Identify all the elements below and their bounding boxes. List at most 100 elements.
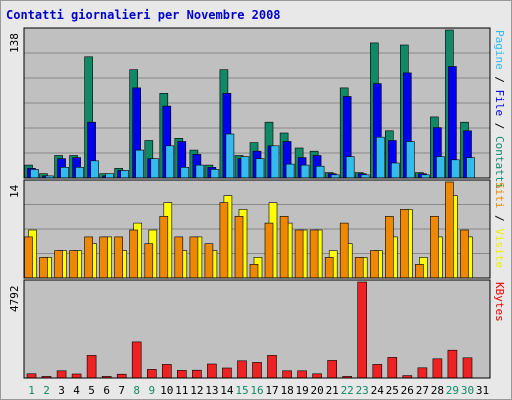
bar-pagine-day-10 [165, 145, 175, 179]
bar-siti-day-21 [324, 257, 334, 279]
bar-kbytes-day-24 [372, 364, 383, 379]
bar-pagine-day-1 [30, 169, 39, 179]
legend-text: Siti [493, 182, 506, 209]
bar-siti-day-6 [99, 236, 108, 279]
x-tick-label-day-31: 31 [476, 384, 489, 397]
bar-siti-day-10 [159, 216, 169, 279]
series-legend: Pagine / File / Contatti [493, 30, 506, 189]
bar-pagine-day-14 [225, 133, 235, 179]
bar-kbytes-day-14 [222, 367, 232, 379]
x-tick-label-day-26: 26 [401, 384, 414, 397]
bar-siti-day-28 [430, 216, 439, 279]
bar-siti-day-23 [354, 257, 364, 279]
x-tick-label-day-16: 16 [250, 384, 263, 397]
bar-siti-day-5 [84, 236, 93, 279]
x-tick-label-day-23: 23 [356, 384, 369, 397]
bar-pagine-day-4 [75, 167, 84, 179]
bar-pagine-day-29 [451, 159, 460, 179]
bar-kbytes-day-20 [312, 373, 322, 379]
bar-siti-day-9 [144, 243, 154, 279]
bar-siti-day-20 [309, 229, 319, 279]
legend-text: Pagine [493, 30, 506, 70]
x-tick-label-day-9: 9 [148, 384, 155, 397]
bar-kbytes-day-23 [357, 281, 368, 379]
bar-kbytes-day-19 [297, 370, 307, 379]
x-tick-label-day-29: 29 [446, 384, 459, 397]
legend-text: / [493, 208, 506, 229]
bar-siti-day-19 [294, 229, 304, 279]
x-tick-label-day-21: 21 [326, 384, 339, 397]
bar-siti-day-27 [415, 263, 424, 279]
x-tick-label-day-3: 3 [58, 384, 65, 397]
x-tick-label-day-8: 8 [133, 384, 140, 397]
legend-text: / [493, 116, 506, 136]
bar-siti-day-15 [234, 216, 244, 279]
bar-pagine-day-19 [300, 164, 310, 179]
bar-pagine-day-12 [195, 164, 205, 179]
bar-siti-day-14 [219, 202, 229, 279]
x-tick-label-day-12: 12 [190, 384, 203, 397]
x-tick-label-day-19: 19 [295, 384, 308, 397]
bar-kbytes-day-16 [252, 362, 262, 379]
bar-siti-day-30 [460, 229, 469, 279]
bar-kbytes-day-4 [71, 373, 82, 379]
x-tick-label-day-25: 25 [386, 384, 399, 397]
bar-siti-day-11 [174, 236, 184, 279]
bar-kbytes-day-8 [131, 341, 142, 379]
bar-siti-day-22 [339, 222, 349, 279]
bar-siti-day-8 [129, 229, 138, 279]
x-tick-label-day-27: 27 [416, 384, 429, 397]
bar-kbytes-day-29 [447, 349, 458, 379]
bar-pagine-day-15 [240, 156, 250, 179]
bar-pagine-day-3 [60, 167, 69, 179]
bar-siti-day-1 [24, 236, 33, 279]
bar-kbytes-day-18 [282, 370, 292, 379]
panel-background [24, 280, 490, 378]
bar-pagine-day-22 [345, 156, 355, 179]
x-tick-label-day-30: 30 [461, 384, 474, 397]
series-legend: KBytes [493, 282, 506, 322]
legend-text: Visite [493, 228, 506, 269]
bar-siti-day-12 [189, 236, 199, 279]
chart-title: Contatti giornalieri per Novembre 2008 [6, 8, 281, 22]
bar-siti-day-2 [39, 257, 48, 279]
bar-kbytes-day-12 [192, 369, 202, 379]
bar-siti-day-29 [445, 181, 454, 279]
bar-kbytes-day-15 [237, 360, 247, 379]
x-tick-label-day-7: 7 [118, 384, 125, 397]
bar-pagine-day-9 [150, 158, 160, 179]
bar-kbytes-day-10 [162, 364, 172, 379]
x-tick-label-day-2: 2 [43, 384, 50, 397]
bar-pagine-day-17 [270, 145, 280, 179]
bar-kbytes-day-3 [56, 370, 67, 379]
bar-pagine-day-5 [90, 160, 99, 179]
bar-pagine-day-28 [436, 156, 445, 179]
bar-siti-day-16 [249, 263, 259, 279]
panel-border [23, 179, 491, 279]
bar-kbytes-day-7 [116, 373, 127, 379]
legend-text: / [493, 69, 506, 90]
bar-kbytes-day-11 [177, 370, 187, 379]
x-tick-label-day-6: 6 [103, 384, 110, 397]
x-tick-label-day-28: 28 [431, 384, 444, 397]
bar-pagine-day-11 [180, 167, 190, 179]
bar-siti-day-25 [384, 216, 394, 279]
bar-kbytes-day-1 [26, 373, 37, 379]
panel-border [23, 27, 491, 179]
bar-siti-day-18 [279, 216, 289, 279]
bar-kbytes-day-25 [387, 357, 398, 379]
bar-pagine-day-6 [105, 173, 114, 179]
x-tick-label-day-4: 4 [73, 384, 80, 397]
bar-siti-day-17 [264, 222, 274, 279]
panel-border [23, 279, 491, 379]
x-tick-label-day-11: 11 [175, 384, 188, 397]
x-tick-label-day-1: 1 [28, 384, 35, 397]
x-tick-label-day-18: 18 [280, 384, 293, 397]
bar-kbytes-day-5 [86, 355, 97, 379]
bar-siti-day-4 [69, 250, 78, 279]
bar-siti-day-13 [204, 243, 214, 279]
bar-pagine-day-20 [315, 165, 325, 179]
y-max-label: 4792 [8, 285, 21, 313]
bar-siti-day-24 [369, 250, 379, 279]
